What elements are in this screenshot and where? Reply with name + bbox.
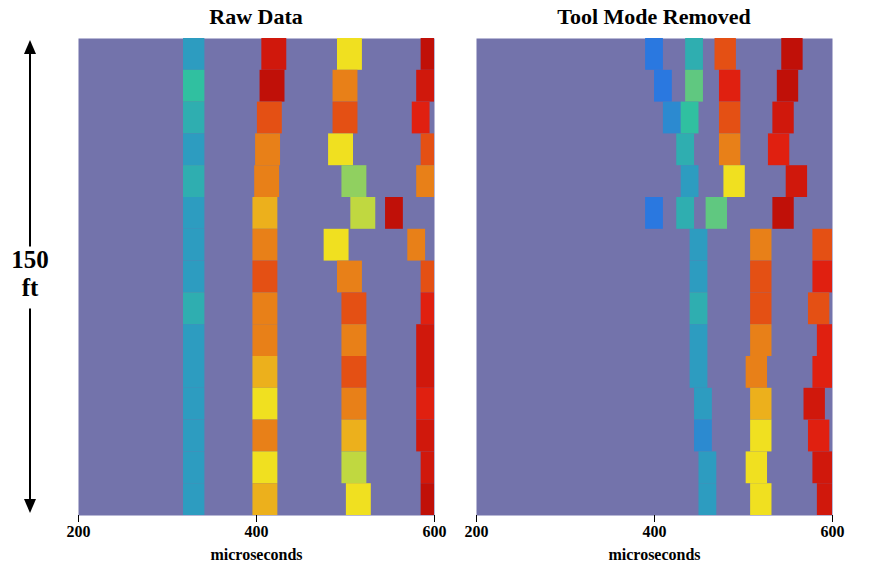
svg-text:400: 400 [245,523,269,540]
html-text:Raw Data: Raw Data [209,4,303,29]
svg-text:200: 200 [67,523,91,540]
svg-text:150ft: 150ft [11,246,49,301]
svg-text:microseconds: microseconds [608,546,700,563]
svg-text:600: 600 [821,523,845,540]
svg-text:600: 600 [423,523,447,540]
svg-text:microseconds: microseconds [210,546,302,563]
html-text:Tool Mode Removed: Tool Mode Removed [557,4,751,29]
svg-text:400: 400 [643,523,667,540]
svg-text:200: 200 [465,523,489,540]
